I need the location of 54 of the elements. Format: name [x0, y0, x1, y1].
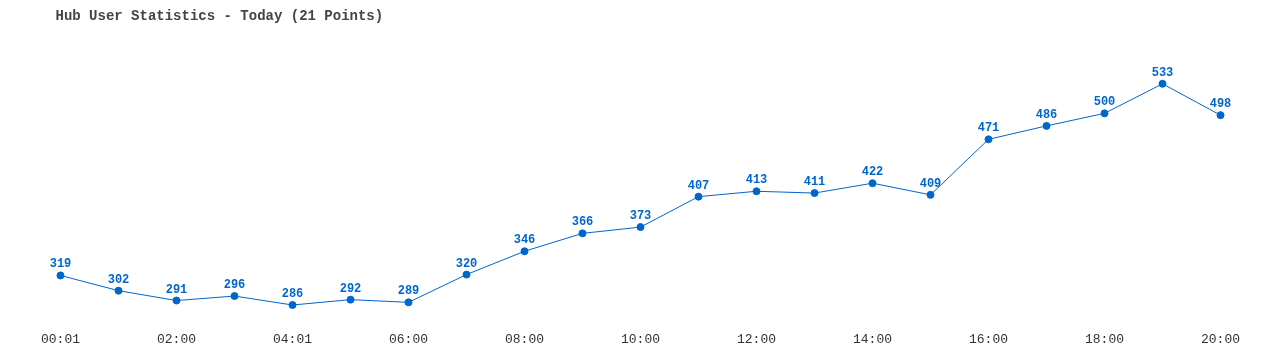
x-tick-label: 10:00 — [621, 331, 661, 347]
point — [520, 247, 529, 256]
data-label: 500 — [1093, 95, 1116, 110]
data-label: 289 — [397, 284, 420, 299]
data-label: 413 — [745, 173, 768, 188]
point — [288, 301, 297, 310]
point — [172, 296, 181, 305]
point — [346, 295, 355, 304]
x-tick-label: 20:00 — [1201, 331, 1241, 347]
point — [926, 190, 935, 199]
data-label: 373 — [629, 209, 652, 224]
data-label: 486 — [1035, 107, 1058, 122]
data-label: 498 — [1209, 97, 1232, 112]
data-label: 346 — [513, 233, 536, 248]
data-label: 471 — [977, 121, 1000, 136]
x-tick-label: 12:00 — [737, 331, 777, 347]
data-label: 302 — [107, 272, 130, 287]
x-tick-label: 02:00 — [157, 331, 197, 347]
point — [868, 179, 877, 188]
x-tick-label: 06:00 — [389, 331, 429, 347]
x-tick-label: 00:01 — [41, 331, 81, 347]
data-label: 292 — [339, 281, 362, 296]
point — [752, 187, 761, 196]
point — [578, 229, 587, 238]
data-label: 320 — [455, 256, 478, 271]
point — [694, 192, 703, 201]
data-label: 286 — [281, 287, 304, 302]
data-label: 409 — [919, 176, 942, 191]
data-label: 533 — [1151, 65, 1174, 80]
x-tick-label: 04:01 — [273, 331, 313, 347]
point — [1158, 79, 1167, 88]
x-tick-label: 16:00 — [969, 331, 1009, 347]
x-tick-label: 14:00 — [853, 331, 893, 347]
point — [636, 223, 645, 232]
point — [462, 270, 471, 279]
data-label: 366 — [571, 215, 594, 230]
data-label: 407 — [687, 178, 710, 193]
data-label: 422 — [861, 165, 884, 180]
point — [1042, 121, 1051, 130]
point — [114, 286, 123, 295]
data-label: 411 — [803, 175, 826, 190]
point — [810, 189, 819, 198]
x-tick-label: 08:00 — [505, 331, 545, 347]
point — [230, 292, 239, 301]
data-label: 319 — [49, 257, 72, 272]
point — [404, 298, 413, 307]
point — [1216, 111, 1225, 120]
chart-title: Hub User Statistics - Today (21 Points) — [55, 7, 384, 24]
x-tick-label: 18:00 — [1085, 331, 1125, 347]
point — [984, 135, 993, 144]
data-label: 296 — [223, 278, 246, 293]
data-label: 291 — [165, 282, 188, 297]
point — [56, 271, 65, 280]
point — [1100, 109, 1109, 118]
